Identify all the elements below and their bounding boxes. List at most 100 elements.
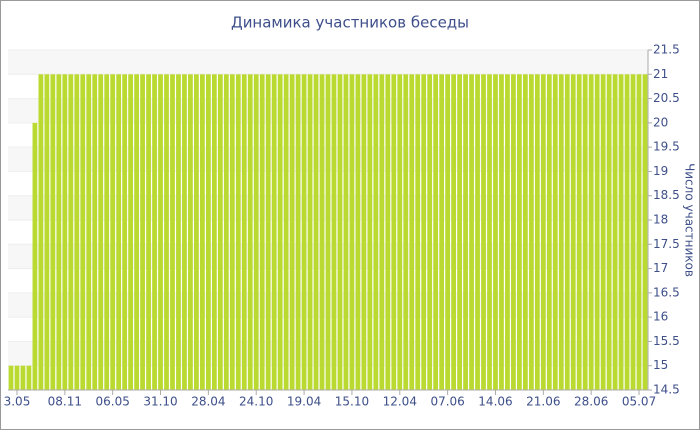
- bar: [38, 74, 44, 391]
- bar: [385, 74, 391, 391]
- x-tick-label: 3.05: [4, 395, 31, 409]
- bar: [205, 74, 211, 391]
- bar: [391, 74, 397, 391]
- y-tick-label: 17.5: [653, 237, 680, 251]
- bar: [600, 74, 606, 391]
- bar: [463, 74, 468, 391]
- bar: [403, 74, 409, 391]
- bar: [457, 74, 462, 391]
- bar: [481, 74, 486, 391]
- bar: [313, 74, 319, 391]
- bar: [397, 74, 403, 391]
- bar: [217, 74, 223, 391]
- bar: [116, 74, 122, 391]
- y-tick-label: 14.5: [653, 383, 680, 397]
- bar: [636, 74, 642, 391]
- bar: [528, 74, 534, 391]
- bar: [74, 74, 80, 391]
- bar: [271, 74, 277, 391]
- y-tick-label: 21: [653, 67, 668, 81]
- y-tick-label: 20.5: [653, 91, 680, 105]
- bar: [451, 74, 456, 391]
- bar: [361, 74, 367, 391]
- bar: [182, 74, 187, 391]
- bar: [499, 74, 504, 391]
- bar: [247, 74, 253, 391]
- bar: [56, 74, 62, 391]
- bar: [265, 74, 271, 391]
- bar: [122, 74, 128, 391]
- bar: [475, 74, 480, 391]
- y-axis-title: Число участников: [683, 163, 697, 277]
- bar: [331, 74, 337, 391]
- x-tick-label: 15.10: [335, 395, 369, 409]
- bar: [86, 74, 92, 391]
- y-tick-label: 17: [653, 261, 668, 275]
- bar: [606, 74, 612, 391]
- bar: [146, 74, 151, 391]
- bar: [194, 74, 199, 391]
- x-tick-label: 06.05: [95, 395, 129, 409]
- bar: [158, 74, 163, 391]
- bar: [164, 74, 169, 391]
- bar: [241, 74, 247, 391]
- bar: [505, 74, 510, 391]
- bar: [92, 74, 98, 391]
- y-tick-label: 16: [653, 310, 668, 324]
- bar: [439, 74, 445, 391]
- y-tick-label: 16.5: [653, 285, 680, 299]
- bar: [68, 74, 74, 391]
- bar: [570, 74, 576, 391]
- x-tick-label: 14.06: [478, 395, 512, 409]
- x-tick-label: 24.10: [239, 395, 273, 409]
- bar: [642, 74, 648, 391]
- bar: [50, 74, 56, 391]
- bar: [367, 74, 373, 391]
- bar: [576, 74, 582, 391]
- bar: [235, 74, 241, 391]
- plot-band: [8, 50, 648, 75]
- bar: [152, 74, 157, 391]
- bar: [110, 74, 116, 391]
- bar: [427, 74, 433, 391]
- bar: [469, 74, 474, 391]
- x-tick-label: 19.04: [287, 395, 321, 409]
- bar: [62, 74, 68, 391]
- bar: [522, 74, 528, 391]
- bar: [26, 365, 32, 390]
- bar: [20, 365, 26, 390]
- bar: [540, 74, 546, 391]
- bar: [409, 74, 415, 391]
- bar: [134, 74, 139, 391]
- bar: [373, 74, 379, 391]
- bar: [415, 74, 421, 391]
- bar: [379, 74, 385, 391]
- bar: [128, 74, 134, 391]
- bar: [511, 74, 516, 391]
- bar: [349, 74, 355, 391]
- bar: [295, 74, 301, 391]
- bar: [229, 74, 235, 391]
- x-tick-label: 21.06: [526, 395, 560, 409]
- bar: [188, 74, 193, 391]
- bar: [582, 74, 588, 391]
- y-tick-label: 21.5: [653, 43, 680, 57]
- x-tick-label: 12.04: [383, 395, 417, 409]
- bar: [612, 74, 618, 391]
- bar: [8, 365, 14, 390]
- bar: [301, 74, 307, 391]
- bar: [588, 74, 594, 391]
- bar: [211, 74, 217, 391]
- bar: [176, 74, 181, 391]
- x-tick-label: 05.07: [622, 395, 656, 409]
- bar: [319, 74, 325, 391]
- bar: [32, 122, 38, 390]
- bar: [624, 74, 630, 391]
- bar: [421, 74, 427, 391]
- bar: [337, 74, 343, 391]
- bar: [14, 365, 20, 390]
- bar: [630, 74, 636, 391]
- x-tick-label: 31.10: [143, 395, 177, 409]
- bar: [253, 74, 259, 391]
